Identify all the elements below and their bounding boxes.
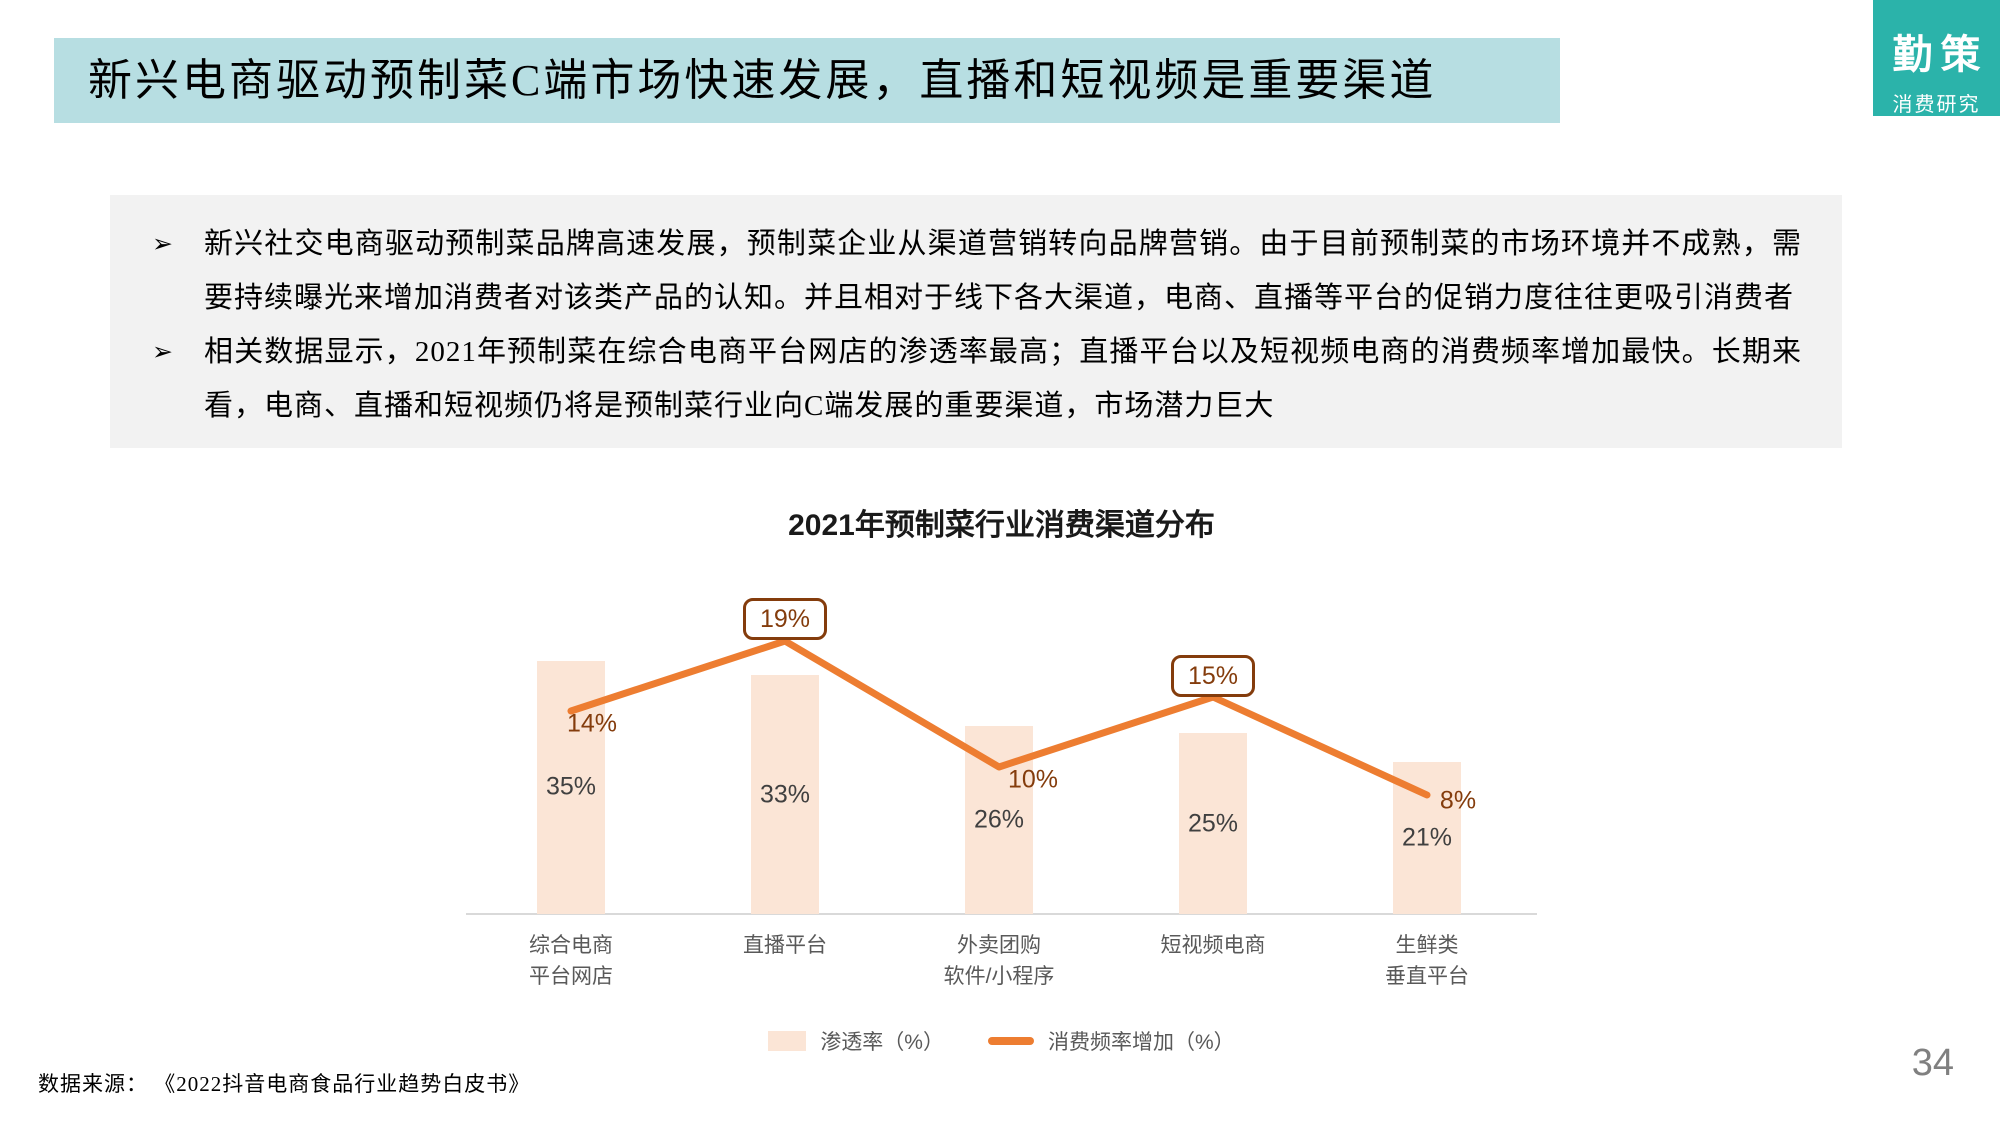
- brand-logo-subtitle: 消费研究: [1892, 94, 1981, 116]
- bar-swatch-icon: [768, 1031, 807, 1051]
- bar-value-label: 21%: [1401, 823, 1453, 852]
- bar-value-label: 33%: [759, 780, 811, 809]
- bar-value-label: 25%: [1187, 809, 1239, 838]
- x-axis-line: [466, 913, 1537, 915]
- bullet-arrow-icon: ➢: [152, 229, 173, 258]
- line-value-label: 10%: [1007, 765, 1059, 794]
- bullet-arrow-icon: ➢: [152, 337, 173, 366]
- category-label: 外卖团购 软件/小程序: [943, 934, 1055, 988]
- summary-bullet-text: 相关数据显示，2021年预制菜在综合电商平台网店的渗透率最高；直播平台以及短视频…: [204, 336, 1802, 422]
- line-swatch-icon: [988, 1037, 1034, 1045]
- summary-bullet-text: 新兴社交电商驱动预制菜品牌高速发展，预制菜企业从渠道营销转向品牌营销。由于目前预…: [204, 228, 1802, 314]
- line-value-label: 8%: [1439, 786, 1477, 815]
- chart-legend: 渗透率（%） 消费频率增加（%）: [466, 1026, 1537, 1056]
- brand-logo: 勤策 消费研究: [1873, 0, 2000, 116]
- legend-label: 消费频率增加（%）: [1048, 1031, 1235, 1054]
- bar-value-label: 35%: [545, 772, 597, 801]
- page-title: 新兴电商驱动预制菜C端市场快速发展，直播和短视频是重要渠道: [88, 56, 1437, 105]
- category-label: 短视频电商: [1160, 934, 1266, 957]
- legend-item-penetration: 渗透率（%）: [768, 1026, 944, 1056]
- bar-渗透率（%）: [751, 675, 819, 914]
- trend-line-path: [567, 637, 1431, 799]
- legend-item-frequency: 消费频率增加（%）: [988, 1026, 1235, 1056]
- category-label: 直播平台: [743, 934, 827, 957]
- line-value-label: 14%: [566, 709, 618, 738]
- brand-logo-name: 勤策: [1892, 33, 1989, 77]
- chart-title: 2021年预制菜行业消费渠道分布: [788, 509, 1215, 542]
- summary-box: ➢ 新兴社交电商驱动预制菜品牌高速发展，预制菜企业从渠道营销转向品牌营销。由于目…: [110, 195, 1842, 448]
- summary-bullet-list: ➢ 新兴社交电商驱动预制菜品牌高速发展，预制菜企业从渠道营销转向品牌营销。由于目…: [152, 217, 1802, 433]
- page-number: 34: [1911, 1042, 1954, 1084]
- summary-bullet: ➢ 新兴社交电商驱动预制菜品牌高速发展，预制菜企业从渠道营销转向品牌营销。由于目…: [152, 217, 1802, 325]
- bar-渗透率（%）: [1179, 733, 1247, 914]
- summary-bullet: ➢ 相关数据显示，2021年预制菜在综合电商平台网店的渗透率最高；直播平台以及短…: [152, 325, 1802, 433]
- title-banner: 新兴电商驱动预制菜C端市场快速发展，直播和短视频是重要渠道: [54, 38, 1560, 123]
- category-label: 生鲜类 垂直平台: [1385, 934, 1469, 988]
- legend-label: 渗透率（%）: [820, 1031, 944, 1054]
- data-source-note: 数据来源： 《2022抖音电商食品行业趋势白皮书》: [38, 1072, 531, 1096]
- bar-value-label: 26%: [973, 805, 1025, 834]
- category-label: 综合电商 平台网店: [529, 934, 613, 988]
- line-value-label-boxed: 15%: [1171, 655, 1255, 697]
- line-value-label-boxed: 19%: [743, 598, 827, 640]
